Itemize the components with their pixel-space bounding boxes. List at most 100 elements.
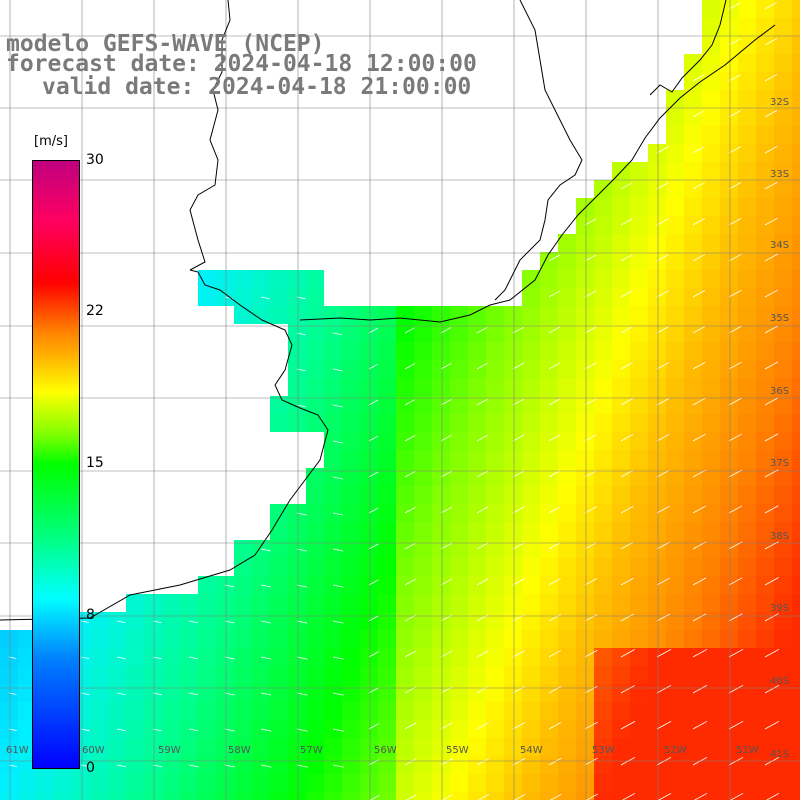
wind-speed-cell — [378, 522, 396, 540]
wind-speed-cell — [756, 234, 774, 252]
wind-speed-cell — [522, 648, 540, 666]
wind-arrow — [440, 327, 452, 334]
wind-speed-cell — [630, 486, 648, 504]
wind-speed-cell — [756, 162, 774, 180]
wind-speed-cell — [234, 684, 252, 702]
wind-speed-cell — [18, 738, 36, 756]
wind-arrow — [692, 254, 706, 262]
wind-arrow — [656, 433, 670, 442]
wind-speed-cell — [792, 342, 800, 360]
wind-speed-cell — [684, 54, 702, 72]
wind-speed-cell — [666, 180, 684, 198]
wind-speed-cell — [792, 198, 800, 216]
wind-arrow — [764, 145, 778, 154]
wind-arrow — [764, 613, 779, 622]
wind-speed-cell — [342, 738, 360, 756]
wind-arrow — [368, 435, 379, 442]
wind-speed-cell — [774, 162, 792, 180]
wind-speed-cell — [306, 756, 324, 774]
wind-speed-cell — [612, 378, 630, 396]
wind-speed-cell — [756, 18, 774, 36]
wind-arrow — [296, 620, 308, 624]
wind-speed-cell — [738, 180, 756, 198]
wind-speed-cell — [648, 162, 666, 180]
wind-speed-cell — [792, 378, 800, 396]
wind-speed-cell — [702, 18, 720, 36]
wind-arrow — [584, 254, 597, 262]
wind-speed-cell — [702, 720, 720, 738]
wind-speed-cell — [18, 648, 36, 666]
wind-speed-cell — [774, 666, 792, 684]
wind-arrow — [620, 541, 634, 550]
wind-speed-cell — [486, 504, 504, 522]
wind-speed-cell — [54, 774, 72, 792]
wind-arrow — [584, 362, 597, 370]
wind-speed-cell — [234, 558, 252, 576]
wind-speed-cell — [558, 648, 576, 666]
wind-speed-cell — [630, 540, 648, 558]
wind-speed-cell — [720, 306, 738, 324]
wind-arrow — [584, 326, 597, 334]
wind-speed-cell — [774, 72, 792, 90]
wind-speed-cell — [198, 270, 216, 288]
wind-speed-cell — [774, 648, 792, 666]
wind-speed-cell — [702, 684, 720, 702]
wind-speed-cell — [396, 738, 414, 756]
wind-arrow — [728, 684, 744, 694]
wind-speed-cell — [630, 666, 648, 684]
wind-speed-cell — [702, 144, 720, 162]
wind-speed-cell — [342, 324, 360, 342]
wind-speed-cell — [792, 216, 800, 234]
wind-speed-cell — [378, 450, 396, 468]
wind-speed-cell — [486, 468, 504, 486]
wind-speed-cell — [486, 342, 504, 360]
wind-speed-cell — [666, 396, 684, 414]
wind-speed-cell — [540, 792, 558, 800]
wind-arrow — [404, 542, 416, 550]
wind-speed-cell — [522, 360, 540, 378]
wind-speed-cell — [72, 774, 90, 792]
wind-arrow — [512, 542, 525, 550]
wind-speed-cell — [414, 342, 432, 360]
wind-speed-cell — [738, 486, 756, 504]
wind-arrow — [656, 577, 670, 586]
wind-speed-cell — [594, 774, 612, 792]
wind-speed-cell — [702, 342, 720, 360]
wind-speed-cell — [630, 396, 648, 414]
wind-speed-cell — [594, 324, 612, 342]
wind-speed-cell — [702, 252, 720, 270]
wind-arrow — [296, 764, 308, 768]
wind-speed-cell — [702, 36, 720, 54]
wind-speed-cell — [720, 702, 738, 720]
wind-arrow — [368, 543, 379, 550]
wind-speed-cell — [0, 774, 18, 792]
wind-speed-cell — [162, 720, 180, 738]
wind-speed-cell — [792, 306, 800, 324]
wind-speed-cell — [18, 630, 36, 648]
wind-speed-cell — [414, 450, 432, 468]
wind-speed-cell — [756, 774, 774, 792]
wind-speed-cell — [378, 756, 396, 774]
wind-speed-cell — [360, 486, 378, 504]
wind-speed-cell — [198, 612, 216, 630]
wind-speed-cell — [522, 738, 540, 756]
wind-speed-cell — [90, 612, 108, 630]
wind-speed-cell — [648, 702, 666, 720]
wind-speed-cell — [306, 792, 324, 800]
wind-speed-cell — [504, 774, 522, 792]
wind-speed-cell — [738, 648, 756, 666]
wind-speed-cell — [486, 594, 504, 612]
wind-speed-cell — [720, 126, 738, 144]
wind-arrow — [656, 182, 669, 190]
wind-speed-cell — [684, 594, 702, 612]
wind-speed-cell — [450, 414, 468, 432]
wind-speed-cell — [792, 558, 800, 576]
wind-speed-cell — [702, 630, 720, 648]
wind-speed-cell — [378, 468, 396, 486]
wind-speed-cell — [504, 702, 522, 720]
wind-arrow — [548, 434, 561, 442]
wind-arrow — [692, 218, 706, 226]
wind-speed-cell — [486, 630, 504, 648]
wind-speed-cell — [414, 324, 432, 342]
wind-speed-cell — [252, 630, 270, 648]
